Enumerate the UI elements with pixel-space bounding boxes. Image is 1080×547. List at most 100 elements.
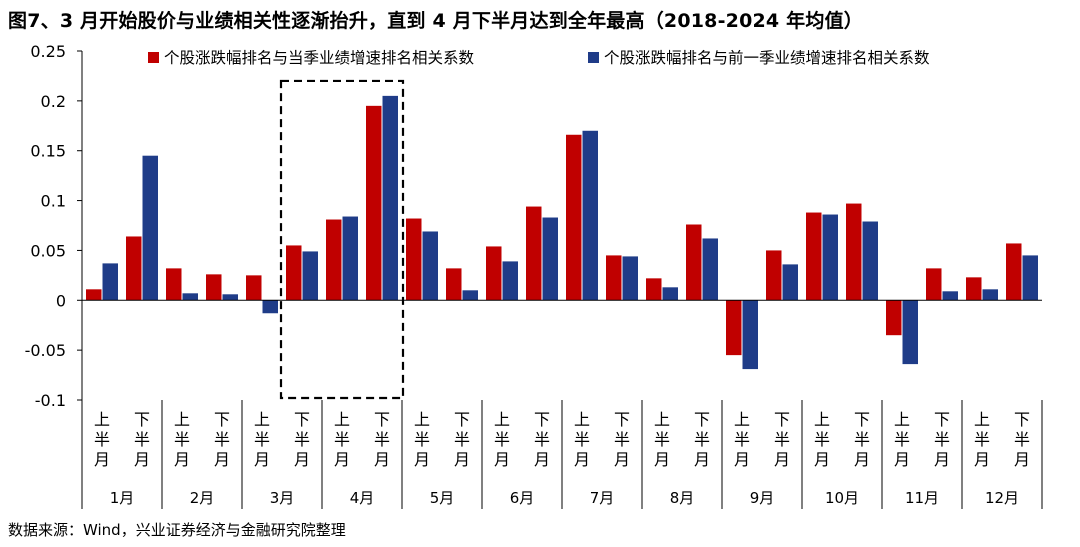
month-label: 4月 xyxy=(350,489,375,507)
bar-series-2 xyxy=(622,256,638,301)
half-month-label: 下半月 xyxy=(214,410,230,469)
half-month-label: 上半月 xyxy=(574,410,590,469)
half-month-label: 上半月 xyxy=(814,410,830,469)
bar-series-1 xyxy=(686,224,702,301)
bar-series-1 xyxy=(926,268,942,301)
bar-series-2 xyxy=(142,155,158,301)
bar-series-1 xyxy=(846,203,862,301)
bar-series-1 xyxy=(486,246,502,301)
bar-series-2 xyxy=(502,261,518,301)
y-tick-label: 0.2 xyxy=(41,92,66,111)
bar-series-1 xyxy=(806,212,822,301)
y-tick-label: 0.15 xyxy=(30,142,66,161)
half-month-label: 上半月 xyxy=(894,410,910,469)
bar-series-2 xyxy=(782,264,798,301)
month-label: 3月 xyxy=(270,489,295,507)
half-month-label: 上半月 xyxy=(414,410,430,469)
bar-series-2 xyxy=(742,300,758,370)
y-tick-label: 0.05 xyxy=(30,241,66,260)
half-month-label: 下半月 xyxy=(454,410,470,469)
bar-series-1 xyxy=(406,218,422,301)
half-month-label: 下半月 xyxy=(934,410,950,469)
bar-series-2 xyxy=(822,214,838,301)
bar-series-2 xyxy=(342,216,358,301)
bar-series-1 xyxy=(526,206,542,301)
y-tick-label: 0 xyxy=(56,291,66,310)
bar-series-2 xyxy=(182,293,198,301)
bar-series-2 xyxy=(222,294,238,301)
y-tick-label: -0.05 xyxy=(25,341,66,360)
bar-series-1 xyxy=(1006,243,1022,301)
bar-series-1 xyxy=(206,274,222,301)
bar-series-1 xyxy=(126,236,142,301)
bar-series-2 xyxy=(942,291,958,301)
legend-label-series-2: 个股涨跌幅排名与前一季业绩增速排名相关系数 xyxy=(604,49,930,67)
bar-series-1 xyxy=(246,275,262,301)
bar-series-2 xyxy=(422,231,438,301)
bar-series-2 xyxy=(382,95,398,301)
month-label: 12月 xyxy=(985,489,1019,507)
half-month-label: 上半月 xyxy=(334,410,350,469)
half-month-label: 上半月 xyxy=(654,410,670,469)
bar-series-2 xyxy=(982,289,998,301)
bar-series-2 xyxy=(582,130,598,301)
bar-series-2 xyxy=(462,290,478,301)
bar-series-1 xyxy=(646,278,662,301)
half-month-label: 上半月 xyxy=(734,410,750,469)
bar-series-2 xyxy=(902,300,918,365)
chart-title: 图7、3 月开始股价与业绩相关性逐渐抬升，直到 4 月下半月达到全年最高（201… xyxy=(8,10,863,32)
bar-series-2 xyxy=(662,287,678,301)
half-month-label: 下半月 xyxy=(294,410,310,469)
half-month-label: 上半月 xyxy=(254,410,270,469)
month-label: 10月 xyxy=(825,489,859,507)
half-month-label: 下半月 xyxy=(1014,410,1030,469)
highlight-box xyxy=(279,79,405,400)
half-month-label: 下半月 xyxy=(134,410,150,469)
bar-series-1 xyxy=(286,245,302,301)
bar-series-1 xyxy=(766,250,782,301)
y-tick-label: 0.25 xyxy=(30,42,66,61)
bar-series-2 xyxy=(102,263,118,301)
month-label: 2月 xyxy=(190,489,215,507)
bar-series-1 xyxy=(606,255,622,301)
bar-series-1 xyxy=(326,219,342,301)
bar-series-1 xyxy=(886,300,902,336)
half-month-label: 上半月 xyxy=(174,410,190,469)
month-label: 1月 xyxy=(110,489,135,507)
y-tick-label: -0.1 xyxy=(35,391,66,410)
month-label: 11月 xyxy=(905,489,939,507)
bar-series-1 xyxy=(726,300,742,356)
half-month-label: 下半月 xyxy=(534,410,550,469)
bar-series-1 xyxy=(966,277,982,301)
month-label: 8月 xyxy=(670,489,695,507)
bar-series-2 xyxy=(1022,255,1038,301)
month-label: 7月 xyxy=(590,489,615,507)
half-month-label: 上半月 xyxy=(494,410,510,469)
legend-swatch-series-1 xyxy=(148,52,159,63)
month-label: 9月 xyxy=(750,489,775,507)
source-note: 数据来源：Wind，兴业证券经济与金融研究院整理 xyxy=(8,521,346,539)
bar-series-2 xyxy=(262,300,278,314)
bar-series-2 xyxy=(302,251,318,301)
bar-series-1 xyxy=(86,289,102,301)
month-label: 5月 xyxy=(430,489,455,507)
half-month-label: 下半月 xyxy=(694,410,710,469)
y-tick-label: 0.1 xyxy=(41,192,66,211)
bar-series-2 xyxy=(702,238,718,301)
bar-series-1 xyxy=(446,268,462,301)
bar-series-1 xyxy=(566,134,582,301)
legend-label-series-1: 个股涨跌幅排名与当季业绩增速排名相关系数 xyxy=(164,49,475,67)
half-month-label: 下半月 xyxy=(854,410,870,469)
month-label: 6月 xyxy=(510,489,535,507)
half-month-label: 下半月 xyxy=(774,410,790,469)
half-month-label: 下半月 xyxy=(614,410,630,469)
bar-series-2 xyxy=(862,221,878,301)
half-month-label: 上半月 xyxy=(974,410,990,469)
half-month-label: 下半月 xyxy=(374,410,390,469)
legend-swatch-series-2 xyxy=(588,52,599,63)
bar-series-1 xyxy=(366,105,382,301)
bar-series-1 xyxy=(166,268,182,301)
bar-series-2 xyxy=(542,217,558,301)
half-month-label: 上半月 xyxy=(94,410,110,469)
